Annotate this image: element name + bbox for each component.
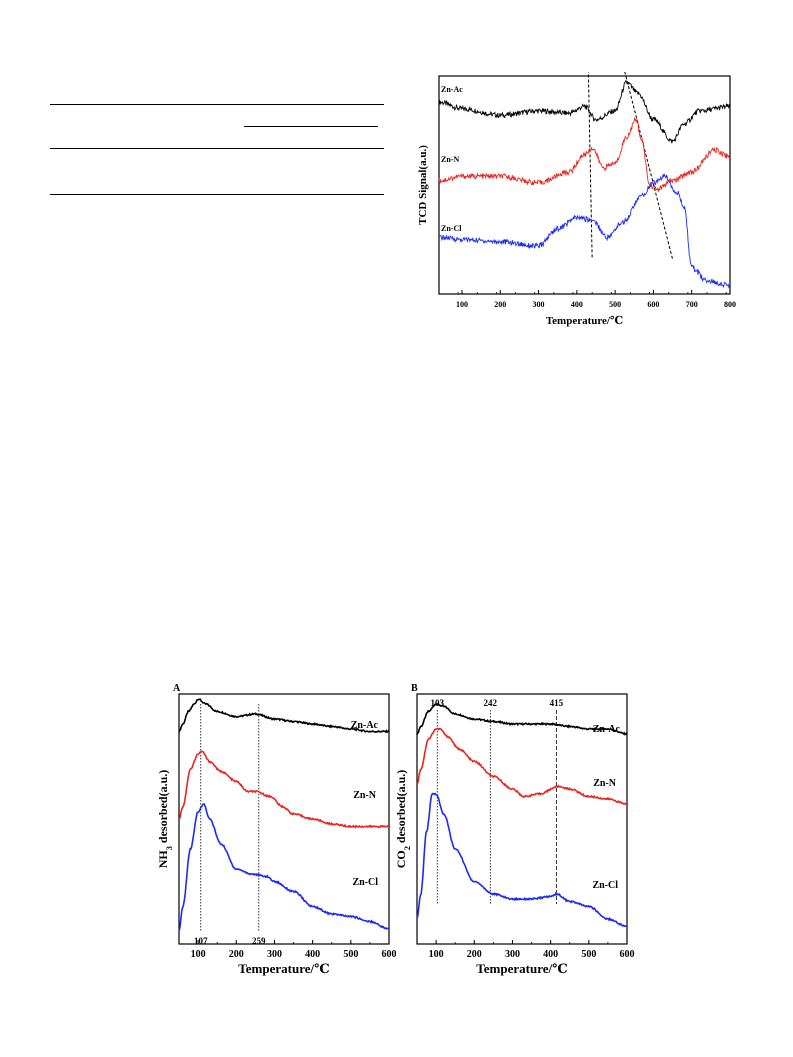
y-axis-label: TCD Signal(a.u.) bbox=[417, 145, 429, 225]
series-line-zn-n bbox=[438, 116, 731, 192]
series-label: Zn-N bbox=[353, 790, 377, 801]
x-tick-label: 700 bbox=[686, 300, 698, 309]
plot-frame bbox=[438, 75, 731, 295]
x-tick-label: 500 bbox=[343, 949, 358, 960]
series-label: Zn-Cl bbox=[441, 224, 462, 233]
series-line-zn-ac bbox=[416, 702, 628, 736]
guide-dashed-line bbox=[587, 72, 593, 260]
x-tick-label: 200 bbox=[229, 949, 244, 960]
y-axis-label: CO2 desorbed(a.u.) bbox=[394, 770, 412, 869]
peak-label: 259 bbox=[252, 936, 266, 946]
x-axis-label: Temperature/℃ bbox=[546, 315, 623, 327]
guide-dashed-line bbox=[624, 72, 674, 260]
x-tick-label: 200 bbox=[467, 949, 482, 960]
series-label: Zn-Ac bbox=[351, 720, 379, 731]
series-label: Zn-Cl bbox=[592, 880, 618, 891]
x-tick-label: 300 bbox=[533, 300, 545, 309]
x-tick-label: 800 bbox=[724, 300, 736, 309]
x-tick-label: 100 bbox=[456, 300, 468, 309]
table-group-rule bbox=[244, 126, 378, 127]
series-line-zn-ac bbox=[438, 80, 731, 144]
series-line-zn-ac bbox=[178, 697, 390, 734]
series-line-zn-n bbox=[416, 727, 628, 806]
nh3-tpd-chart: 100 200 300 400 500 600 Temperature/℃ NH3 desor… bbox=[156, 683, 397, 976]
series-line-zn-cl bbox=[416, 792, 628, 928]
series-line-zn-n bbox=[178, 750, 390, 829]
table-header-rule bbox=[50, 148, 384, 149]
x-tick-label: 200 bbox=[494, 300, 506, 309]
series-label: Zn-Ac bbox=[441, 85, 463, 94]
x-tick-label: 600 bbox=[647, 300, 659, 309]
tpr-chart: 100 200 300 400 500 600 700 800 Temperature/℃ TCD… bbox=[417, 72, 736, 327]
series-label: Zn-Cl bbox=[352, 877, 378, 888]
x-tick-label: 600 bbox=[620, 949, 635, 960]
table-bottom-rule bbox=[50, 194, 384, 195]
x-axis-label: Temperature/℃ bbox=[476, 961, 567, 976]
peak-label: 107 bbox=[194, 936, 208, 946]
peak-label: 103 bbox=[430, 698, 444, 708]
peak-label: 415 bbox=[550, 698, 564, 708]
series-label: Zn-Ac bbox=[593, 724, 621, 735]
x-tick-label: 400 bbox=[305, 949, 320, 960]
y-axis-label: NH3 desorbed(a.u.) bbox=[156, 770, 174, 869]
x-tick-label: 500 bbox=[581, 949, 596, 960]
x-tick-label: 300 bbox=[267, 949, 282, 960]
x-tick-label: 500 bbox=[609, 300, 621, 309]
x-axis-label: Temperature/℃ bbox=[238, 961, 329, 976]
series-line-zn-cl bbox=[178, 803, 390, 932]
panel-letter: B bbox=[411, 683, 418, 694]
series-label: Zn-N bbox=[441, 155, 459, 164]
x-tick-label: 600 bbox=[382, 949, 397, 960]
x-tick-label: 400 bbox=[571, 300, 583, 309]
co2-tpd-chart: 100 200 300 400 500 600 Temperature/℃ CO2 desor… bbox=[394, 683, 635, 976]
x-tick-label: 100 bbox=[191, 949, 206, 960]
x-tick-label: 400 bbox=[543, 949, 558, 960]
panel-letter: A bbox=[173, 683, 181, 694]
series-label: Zn-N bbox=[593, 778, 617, 789]
x-tick-label: 300 bbox=[505, 949, 520, 960]
x-tick-label: 100 bbox=[429, 949, 444, 960]
table-top-rule bbox=[50, 104, 384, 105]
plot-frame bbox=[416, 693, 628, 945]
series-line-zn-cl bbox=[438, 173, 731, 289]
peak-label: 242 bbox=[484, 698, 498, 708]
